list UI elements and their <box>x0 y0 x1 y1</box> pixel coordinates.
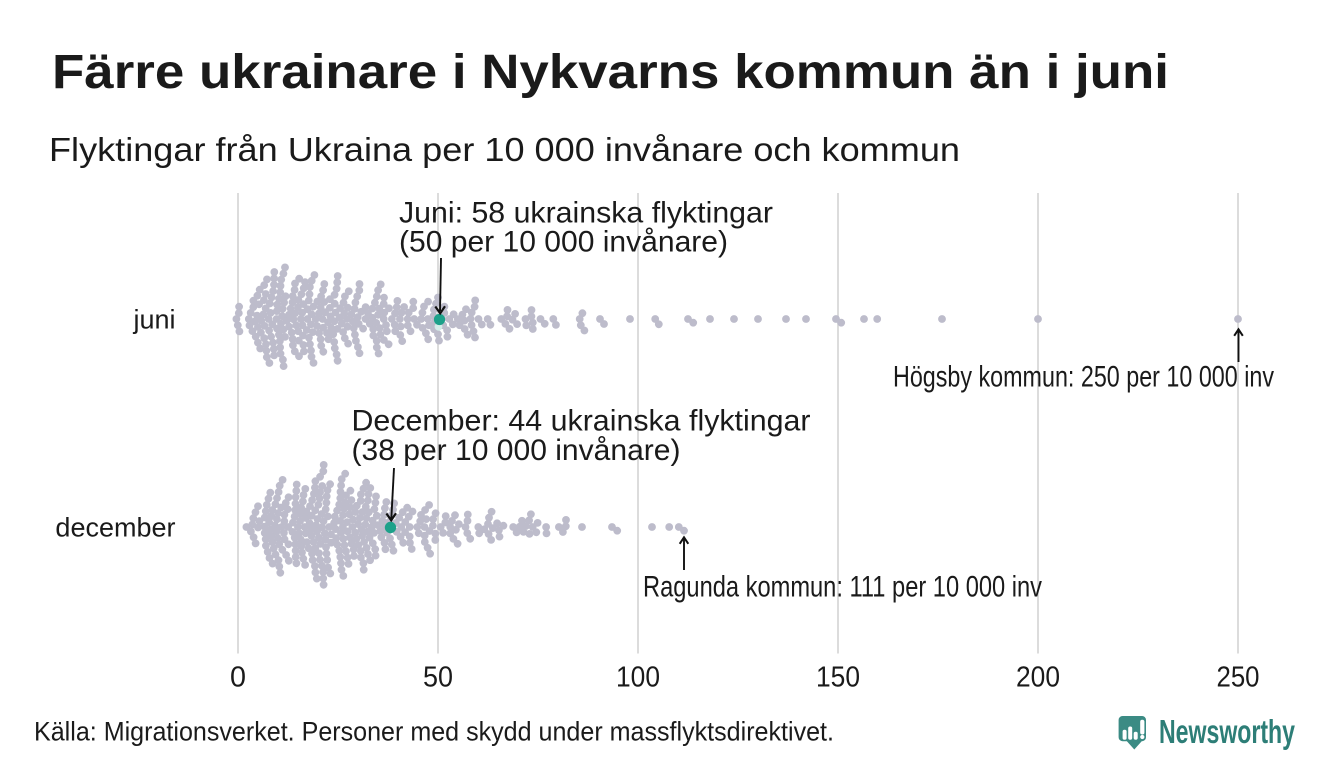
svg-text:juni: juni <box>132 304 175 334</box>
svg-text:december: december <box>55 512 175 542</box>
svg-text:December: 44 ukrainska flyktin: December: 44 ukrainska flyktingar <box>352 405 811 438</box>
svg-text:Juni: 58 ukrainska flyktingar: Juni: 58 ukrainska flyktingar <box>399 197 773 230</box>
svg-text:(50 per 10 000 invånare): (50 per 10 000 invånare) <box>399 226 728 259</box>
svg-text:Newsworthy: Newsworthy <box>1159 713 1295 750</box>
svg-text:Högsby kommun: 250 per 10 000: Högsby kommun: 250 per 10 000 inv <box>893 360 1274 393</box>
svg-text:Flyktingar från Ukraina per 10: Flyktingar från Ukraina per 10 000 invån… <box>49 131 960 168</box>
svg-text:0: 0 <box>230 661 246 693</box>
svg-text:50: 50 <box>423 661 453 693</box>
svg-text:200: 200 <box>1016 661 1060 693</box>
svg-text:(38 per 10 000 invånare): (38 per 10 000 invånare) <box>352 434 681 467</box>
svg-text:250: 250 <box>1217 661 1260 693</box>
svg-text:Källa: Migrationsverket. Perso: Källa: Migrationsverket. Personer med sk… <box>34 717 834 747</box>
svg-text:Färre ukrainare i Nykvarns kom: Färre ukrainare i Nykvarns kommun än i j… <box>52 46 1169 99</box>
svg-text:Ragunda kommun: 111 per 10 000: Ragunda kommun: 111 per 10 000 inv <box>643 571 1042 604</box>
svg-text:150: 150 <box>816 661 860 693</box>
svg-text:100: 100 <box>616 661 660 693</box>
